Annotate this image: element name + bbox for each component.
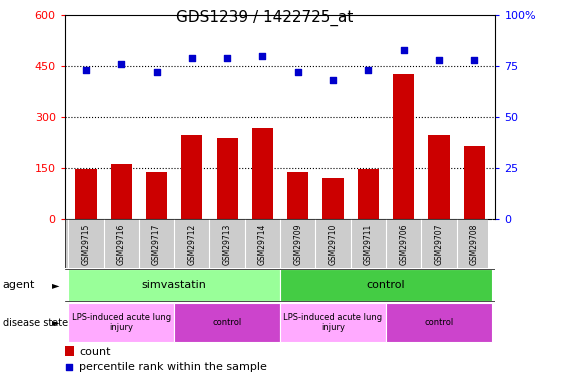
Point bbox=[399, 47, 408, 53]
Text: count: count bbox=[79, 346, 110, 357]
Bar bbox=[217, 138, 238, 219]
Text: disease state: disease state bbox=[3, 318, 68, 327]
Text: GSM29708: GSM29708 bbox=[470, 223, 479, 265]
Text: percentile rank within the sample: percentile rank within the sample bbox=[79, 362, 267, 372]
Text: control: control bbox=[367, 280, 405, 290]
Text: GSM29707: GSM29707 bbox=[435, 223, 444, 265]
Text: LPS-induced acute lung
injury: LPS-induced acute lung injury bbox=[284, 313, 383, 332]
Bar bbox=[280, 303, 386, 342]
Text: GSM29711: GSM29711 bbox=[364, 223, 373, 264]
Point bbox=[435, 57, 444, 63]
Bar bbox=[287, 172, 309, 219]
Point bbox=[222, 55, 231, 61]
Bar bbox=[323, 178, 343, 219]
Bar bbox=[428, 135, 449, 219]
Bar bbox=[68, 303, 174, 342]
Text: agent: agent bbox=[3, 280, 35, 290]
Bar bbox=[146, 172, 167, 219]
Bar bbox=[174, 303, 280, 342]
Bar bbox=[358, 169, 379, 219]
Text: ►: ► bbox=[52, 318, 59, 327]
Text: GSM29714: GSM29714 bbox=[258, 223, 267, 265]
Point bbox=[470, 57, 479, 63]
Text: control: control bbox=[425, 318, 454, 327]
Point bbox=[152, 69, 161, 75]
Text: GDS1239 / 1422725_at: GDS1239 / 1422725_at bbox=[176, 9, 354, 26]
Point bbox=[187, 55, 196, 61]
Bar bbox=[111, 164, 132, 219]
Point bbox=[258, 53, 267, 59]
Point bbox=[364, 67, 373, 73]
Bar bbox=[181, 135, 203, 219]
Bar bbox=[65, 346, 74, 356]
Point bbox=[329, 77, 338, 83]
Bar bbox=[386, 303, 492, 342]
Text: LPS-induced acute lung
injury: LPS-induced acute lung injury bbox=[72, 313, 171, 332]
Text: ►: ► bbox=[52, 280, 59, 290]
Text: GSM29710: GSM29710 bbox=[329, 223, 338, 265]
Text: GSM29716: GSM29716 bbox=[117, 223, 126, 265]
Text: GSM29715: GSM29715 bbox=[82, 223, 91, 265]
Point bbox=[293, 69, 302, 75]
Text: GSM29709: GSM29709 bbox=[293, 223, 302, 265]
Text: GSM29717: GSM29717 bbox=[152, 223, 161, 265]
Text: simvastatin: simvastatin bbox=[142, 280, 207, 290]
Bar bbox=[68, 269, 280, 301]
Point bbox=[117, 61, 126, 67]
Point bbox=[65, 363, 74, 369]
Text: control: control bbox=[212, 318, 242, 327]
Text: GSM29712: GSM29712 bbox=[187, 223, 196, 264]
Point bbox=[82, 67, 91, 73]
Bar bbox=[252, 128, 273, 219]
Bar bbox=[464, 146, 485, 219]
Bar bbox=[280, 269, 492, 301]
Text: GSM29713: GSM29713 bbox=[222, 223, 231, 265]
Text: GSM29706: GSM29706 bbox=[399, 223, 408, 265]
Bar bbox=[75, 169, 96, 219]
Bar bbox=[393, 74, 414, 219]
